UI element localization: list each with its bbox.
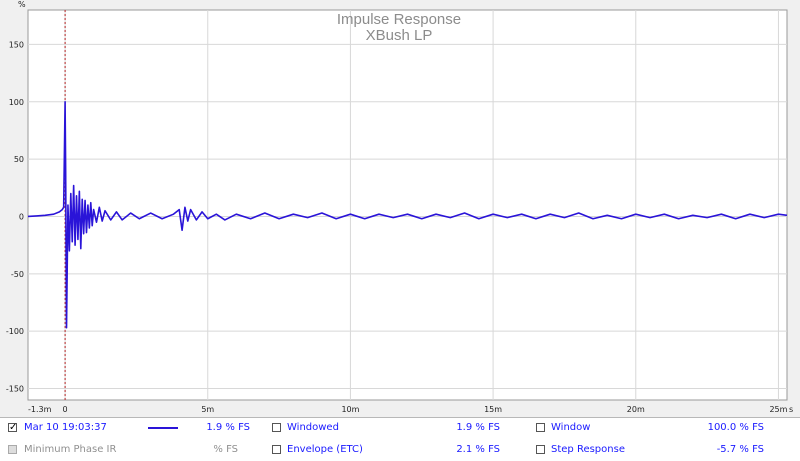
legend-step-item[interactable]: Step Response: [536, 442, 656, 458]
window-label: Window: [551, 422, 591, 433]
legend-series-item[interactable]: Mar 10 19:03:37: [8, 420, 148, 436]
windowed-value: 1.9 % FS: [456, 422, 500, 433]
x-tick-label: 0: [63, 405, 68, 414]
window-value: 100.0 % FS: [707, 422, 764, 433]
y-tick-label: 150: [9, 40, 24, 49]
legend-panel: Mar 10 19:03:37 1.9 % FS Windowed 1.9 % …: [0, 417, 800, 461]
grid-lines: [28, 10, 787, 400]
step-label: Step Response: [551, 444, 625, 455]
minphase-value: % FS: [213, 444, 238, 455]
envelope-checkbox[interactable]: [272, 445, 281, 454]
window-checkbox[interactable]: [536, 423, 545, 432]
envelope-value: 2.1 % FS: [456, 444, 500, 455]
x-axis-unit: s: [789, 405, 793, 414]
x-tick-label: 25m: [769, 405, 787, 414]
y-tick-label: -100: [6, 327, 24, 336]
series-checkbox[interactable]: [8, 420, 17, 436]
y-tick-label: -150: [6, 385, 24, 394]
x-tick-label: -1.3m: [28, 405, 52, 414]
chart-title: Impulse Response: [337, 11, 461, 28]
minphase-checkbox[interactable]: [8, 445, 17, 454]
y-tick-label: 0: [19, 212, 24, 221]
x-tick-label: 15m: [484, 405, 502, 414]
legend-minphase-item[interactable]: Minimum Phase IR: [8, 442, 148, 458]
x-tick-label: 10m: [341, 405, 359, 414]
y-tick-label: 100: [9, 98, 24, 107]
step-value: -5.7 % FS: [716, 444, 764, 455]
minphase-label: Minimum Phase IR: [24, 444, 117, 455]
y-axis-unit: %: [18, 0, 26, 9]
impulse-response-chart: 150 100 50 0 -50 -100 -150 -1.3m 0 5m 10m 15m 20m 25…: [6, 0, 793, 414]
windowed-checkbox[interactable]: [272, 423, 281, 432]
legend-window-item[interactable]: Window: [536, 420, 656, 436]
series-line: [27, 100, 788, 329]
series-line-swatch: [148, 420, 178, 436]
x-tick-labels: -1.3m 0 5m 10m 15m 20m 25m: [28, 405, 788, 414]
step-checkbox[interactable]: [536, 445, 545, 454]
x-tick-label: 20m: [627, 405, 645, 414]
x-tick-label: 5m: [201, 405, 214, 414]
series-value: 1.9 % FS: [206, 422, 250, 433]
y-tick-labels: 150 100 50 0 -50 -100 -150: [6, 40, 24, 393]
y-tick-label: -50: [11, 270, 24, 279]
envelope-label: Envelope (ETC): [287, 444, 363, 455]
y-tick-label: 50: [14, 155, 24, 164]
legend-windowed-item[interactable]: Windowed: [272, 420, 392, 436]
plot-area[interactable]: [27, 9, 788, 401]
windowed-label: Windowed: [287, 422, 339, 433]
series-layer: [27, 100, 788, 329]
series-label: Mar 10 19:03:37: [24, 422, 107, 433]
chart-subtitle: XBush LP: [366, 27, 433, 44]
legend-envelope-item[interactable]: Envelope (ETC): [272, 442, 412, 458]
